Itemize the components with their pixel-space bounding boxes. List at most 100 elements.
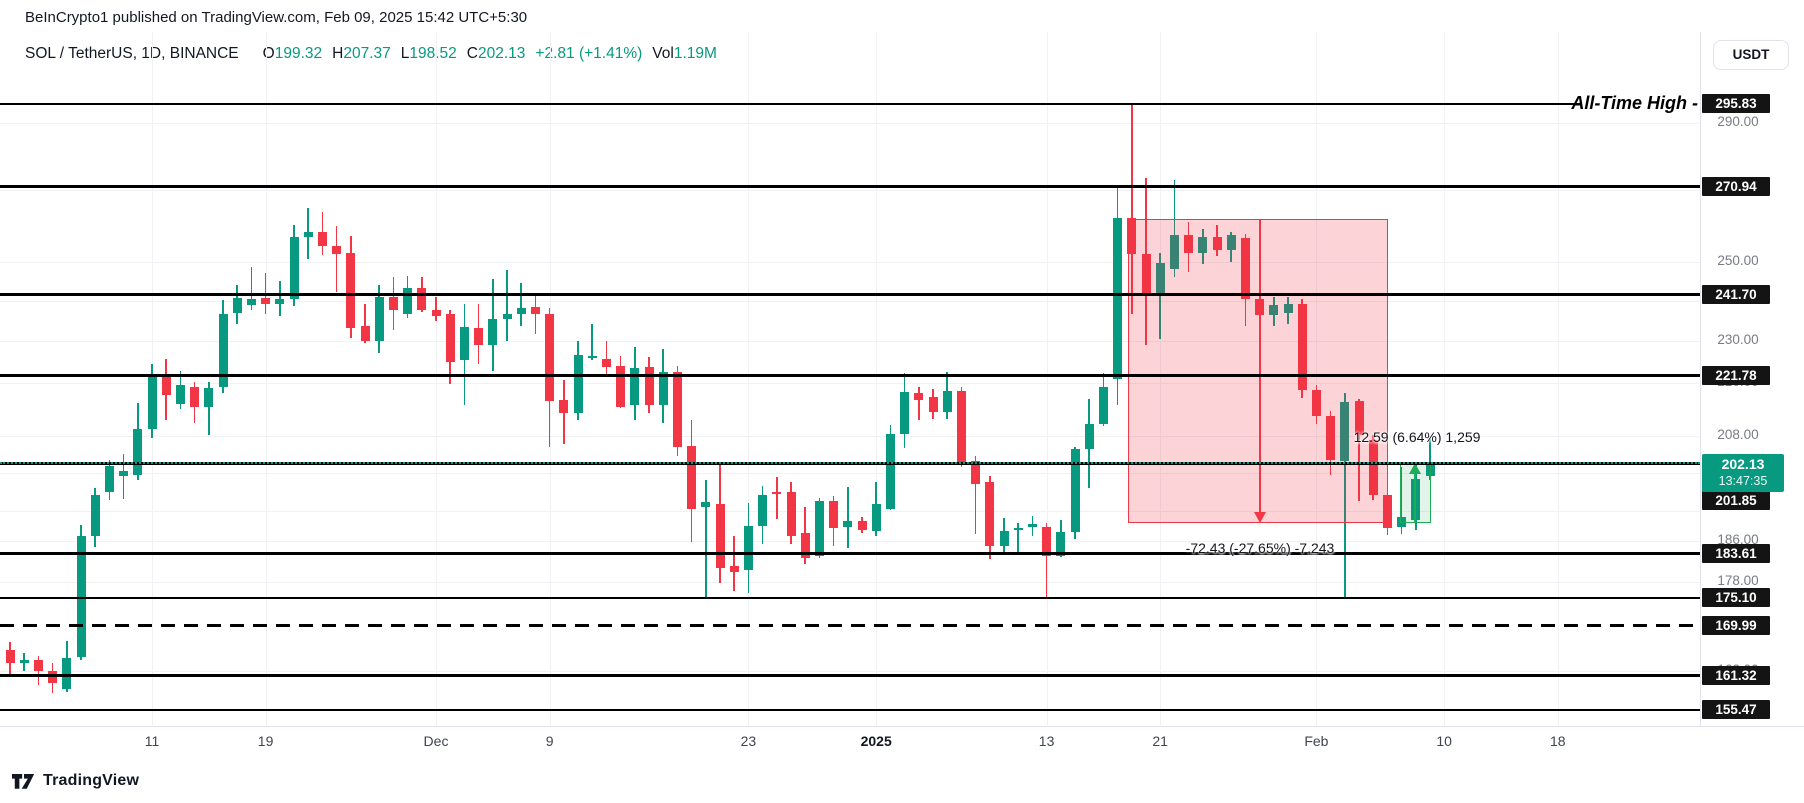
candle-body[interactable] bbox=[1141, 254, 1151, 294]
candle-wick[interactable] bbox=[918, 387, 920, 421]
symbol-title[interactable]: SOL / TetherUS, 1D, BINANCE bbox=[25, 45, 239, 62]
candle-wick[interactable] bbox=[1358, 398, 1360, 501]
candle-body[interactable] bbox=[289, 237, 299, 299]
candle-wick[interactable] bbox=[847, 487, 849, 548]
candle-body[interactable] bbox=[1326, 415, 1336, 460]
candle-body[interactable] bbox=[62, 657, 72, 689]
candle-body[interactable] bbox=[885, 434, 895, 509]
price-level-line[interactable] bbox=[0, 462, 1700, 466]
candle-body[interactable] bbox=[1297, 304, 1307, 391]
candle-body[interactable] bbox=[204, 388, 214, 408]
time-axis-label[interactable]: 23 bbox=[740, 733, 757, 749]
candle-body[interactable] bbox=[1098, 387, 1108, 424]
candle-wick[interactable] bbox=[1131, 103, 1133, 315]
candle-body[interactable] bbox=[1340, 401, 1350, 462]
price-level-line[interactable] bbox=[0, 709, 1700, 711]
candle-body[interactable] bbox=[601, 358, 611, 368]
candle-body[interactable] bbox=[814, 500, 824, 557]
candle-body[interactable] bbox=[104, 466, 114, 492]
candle-wick[interactable] bbox=[776, 477, 778, 520]
candle-body[interactable] bbox=[758, 495, 768, 526]
candle-body[interactable] bbox=[431, 310, 441, 316]
candle-body[interactable] bbox=[190, 387, 200, 408]
candle-wick[interactable] bbox=[520, 282, 522, 326]
candle-body[interactable] bbox=[1155, 263, 1165, 294]
candle-body[interactable] bbox=[1397, 516, 1407, 527]
candle-wick[interactable] bbox=[1400, 467, 1403, 535]
candle-body[interactable] bbox=[743, 525, 753, 571]
candle-body[interactable] bbox=[417, 288, 427, 310]
candle-wick[interactable] bbox=[1017, 523, 1019, 553]
candle-body[interactable] bbox=[1084, 424, 1094, 450]
price-level-line[interactable] bbox=[0, 597, 1700, 599]
candle-body[interactable] bbox=[76, 535, 86, 658]
candle-body[interactable] bbox=[1127, 218, 1137, 255]
candle-body[interactable] bbox=[687, 446, 697, 509]
candle-body[interactable] bbox=[1240, 238, 1250, 300]
candle-body[interactable] bbox=[19, 659, 29, 663]
time-axis-label[interactable]: 2025 bbox=[860, 733, 892, 749]
candle-body[interactable] bbox=[956, 391, 966, 463]
candle-body[interactable] bbox=[545, 313, 555, 402]
time-axis-label[interactable]: 11 bbox=[144, 733, 160, 749]
candle-body[interactable] bbox=[147, 374, 157, 429]
candle-body[interactable] bbox=[90, 494, 100, 536]
candle-body[interactable] bbox=[914, 393, 924, 401]
current-price-label[interactable]: 202.13 13:47:35 bbox=[1702, 454, 1784, 492]
candle-body[interactable] bbox=[800, 533, 810, 559]
candle-body[interactable] bbox=[275, 298, 285, 304]
candle-wick[interactable] bbox=[733, 536, 735, 591]
candle-body[interactable] bbox=[1042, 526, 1052, 557]
candle-body[interactable] bbox=[1368, 440, 1378, 495]
candle-body[interactable] bbox=[445, 313, 455, 362]
candle-body[interactable] bbox=[573, 355, 583, 413]
candle-wick[interactable] bbox=[705, 480, 707, 597]
candle-body[interactable] bbox=[786, 492, 796, 537]
candle-wick[interactable] bbox=[122, 453, 125, 500]
candle-wick[interactable] bbox=[208, 382, 210, 435]
candle-body[interactable] bbox=[1269, 304, 1279, 315]
candle-body[interactable] bbox=[303, 232, 313, 238]
time-axis-label[interactable]: Feb bbox=[1304, 733, 1329, 749]
price-level-line[interactable] bbox=[0, 551, 1700, 555]
candle-body[interactable] bbox=[971, 461, 981, 484]
candle-wick[interactable] bbox=[279, 281, 281, 317]
time-axis-label[interactable]: 13 bbox=[1038, 733, 1055, 749]
candle-body[interactable] bbox=[459, 326, 469, 361]
candle-body[interactable] bbox=[232, 298, 242, 313]
candle-body[interactable] bbox=[246, 298, 256, 305]
all-time-high-annotation[interactable]: All-Time High - bbox=[1571, 93, 1698, 113]
candle-body[interactable] bbox=[119, 470, 129, 476]
candle-body[interactable] bbox=[942, 391, 952, 412]
candle-body[interactable] bbox=[1411, 479, 1421, 521]
candle-body[interactable] bbox=[1212, 236, 1222, 251]
candle-body[interactable] bbox=[1013, 527, 1023, 531]
time-axis-label[interactable]: 10 bbox=[1436, 733, 1452, 749]
candle-body[interactable] bbox=[729, 566, 739, 573]
candle-wick[interactable] bbox=[435, 297, 437, 321]
candle-body[interactable] bbox=[1354, 400, 1364, 435]
currency-toggle-button[interactable]: USDT bbox=[1713, 40, 1789, 70]
candle-body[interactable] bbox=[488, 318, 498, 345]
candle-body[interactable] bbox=[175, 385, 185, 404]
candle-body[interactable] bbox=[928, 397, 938, 412]
candle-wick[interactable] bbox=[1173, 180, 1176, 278]
candle-body[interactable] bbox=[658, 372, 668, 405]
time-axis-label[interactable]: 18 bbox=[1550, 733, 1566, 749]
candle-body[interactable] bbox=[332, 245, 342, 254]
candle-body[interactable] bbox=[772, 492, 782, 495]
candle-wick[interactable] bbox=[591, 324, 593, 361]
candle-wick[interactable] bbox=[1344, 392, 1346, 598]
candle-body[interactable] bbox=[374, 297, 384, 341]
price-level-line[interactable] bbox=[0, 373, 1700, 377]
candle-body[interactable] bbox=[33, 659, 43, 671]
price-level-line[interactable] bbox=[0, 624, 1700, 628]
candle-body[interactable] bbox=[587, 355, 597, 358]
candle-body[interactable] bbox=[5, 650, 15, 663]
candle-body[interactable] bbox=[1198, 236, 1208, 253]
candle-body[interactable] bbox=[502, 313, 512, 319]
candle-wick[interactable] bbox=[605, 340, 608, 374]
candle-body[interactable] bbox=[1311, 390, 1321, 416]
tradingview-logo[interactable]: TradingView bbox=[12, 771, 139, 790]
